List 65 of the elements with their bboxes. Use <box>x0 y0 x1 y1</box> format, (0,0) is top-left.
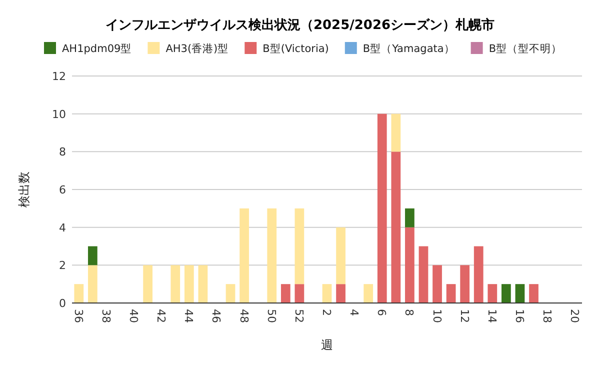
bar <box>184 265 194 303</box>
chart-title: インフルエンザウイルス検出状況（2025/2026シーズン）札幌市 <box>105 17 495 33</box>
bar <box>391 114 401 152</box>
x-tick-label: 2 <box>320 309 333 316</box>
bar <box>432 265 442 303</box>
legend-label: AH3(香港)型 <box>166 42 229 55</box>
legend-label: AH1pdm09型 <box>62 43 132 55</box>
x-tick-label: 52 <box>292 309 306 323</box>
bar <box>280 284 290 303</box>
x-tick-label: 16 <box>512 309 526 323</box>
legend-label: B型（型不明） <box>488 43 562 55</box>
y-tick-label: 8 <box>59 146 66 159</box>
bar <box>170 265 180 303</box>
y-tick-label: 4 <box>59 221 66 234</box>
bar <box>336 227 346 284</box>
x-tick-label: 6 <box>375 309 388 316</box>
x-tick-label: 10 <box>430 309 444 323</box>
bar <box>88 265 98 303</box>
x-tick-label: 36 <box>72 309 85 323</box>
bar <box>405 227 414 303</box>
y-tick-label: 6 <box>59 184 66 196</box>
y-tick-label: 0 <box>59 297 66 310</box>
legend-label: B型(Victoria) <box>262 43 329 55</box>
bar <box>529 284 538 303</box>
bar <box>377 114 387 303</box>
bar <box>488 284 498 303</box>
bar <box>294 208 304 284</box>
x-tick-label: 18 <box>540 309 554 323</box>
bar <box>143 265 152 303</box>
bar <box>322 284 332 303</box>
bar <box>364 284 374 303</box>
bar <box>267 208 277 303</box>
x-tick-label: 42 <box>154 309 168 323</box>
bar <box>515 284 525 303</box>
x-tick-label: 14 <box>485 309 498 323</box>
legend-label: B型（Yamagata） <box>362 43 455 55</box>
y-tick-label: 12 <box>52 70 66 83</box>
bar <box>418 246 428 303</box>
y-tick-label: 2 <box>59 259 66 272</box>
bar <box>391 152 401 303</box>
bar <box>405 208 414 228</box>
x-tick-label: 46 <box>210 309 223 323</box>
x-tick-label: 20 <box>568 309 582 323</box>
x-axis-title: 週 <box>321 338 333 352</box>
x-tick-label: 50 <box>264 309 278 323</box>
bar <box>240 208 249 303</box>
bar <box>460 265 470 303</box>
bar <box>336 284 346 303</box>
y-axis-title: 検出数 <box>17 172 31 208</box>
bar <box>88 246 98 266</box>
x-tick-label: 8 <box>402 309 416 316</box>
x-tick-label: 44 <box>182 309 196 323</box>
x-tick-label: 12 <box>458 309 471 323</box>
x-tick-label: 4 <box>348 309 361 316</box>
bar <box>446 284 456 303</box>
y-tick-label: 10 <box>52 108 66 121</box>
x-tick-label: 40 <box>127 309 140 323</box>
bar <box>198 265 208 303</box>
bar <box>74 284 84 303</box>
bar <box>294 284 304 303</box>
bar <box>226 284 236 303</box>
bar <box>474 246 484 303</box>
bar <box>502 284 511 303</box>
x-tick-label: 38 <box>99 309 112 323</box>
x-tick-label: 48 <box>237 309 250 323</box>
